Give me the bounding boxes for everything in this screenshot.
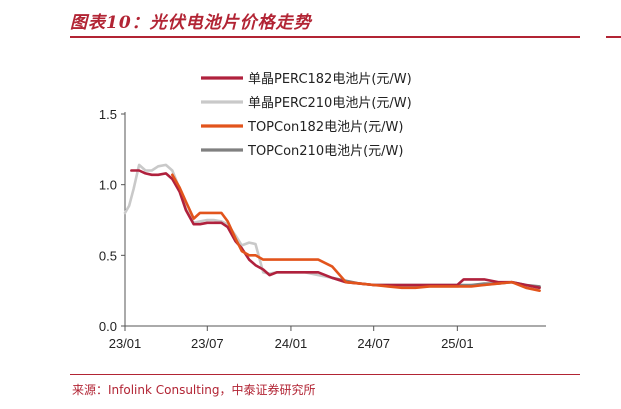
legend-label-0: 单晶PERC182电池片(元/W) (248, 72, 412, 87)
x-tick-label: 25/01 (441, 336, 474, 351)
adjacent-figure-divider (606, 36, 621, 38)
axes: 0.0 0.5 1.0 1.5 23/01 23/07 24/01 24/07 25/01 (99, 107, 546, 351)
x-tick-label: 23/07 (191, 336, 224, 351)
y-tick-label: 0.5 (99, 248, 117, 263)
legend-label-2: TOPCon182电池片(元/W) (247, 120, 403, 135)
legend: 单晶PERC182电池片(元/W) 单晶PERC210电池片(元/W) TOPCon… (201, 72, 412, 159)
legend-label-1: 单晶PERC210电池片(元/W) (248, 96, 412, 111)
x-tick-label: 24/01 (275, 336, 308, 351)
source-divider (70, 374, 580, 375)
y-tick-label: 1.0 (99, 178, 117, 193)
figure-title: 图表10：光伏电池片价格走势 (70, 13, 312, 33)
legend-label-3: TOPCon210电池片(元/W) (247, 144, 403, 159)
source-note: 来源：Infolink Consulting，中泰证券研究所 (72, 383, 316, 397)
series-line-2 (171, 173, 541, 293)
series-line-0 (130, 169, 541, 290)
y-tick-label: 1.5 (99, 107, 117, 122)
x-tick-label: 23/01 (109, 336, 142, 351)
series-lines (123, 163, 541, 293)
y-tick-label: 0.0 (99, 319, 117, 334)
series-line-1 (123, 163, 541, 290)
title-divider (70, 36, 580, 38)
x-tick-label: 24/07 (357, 336, 390, 351)
